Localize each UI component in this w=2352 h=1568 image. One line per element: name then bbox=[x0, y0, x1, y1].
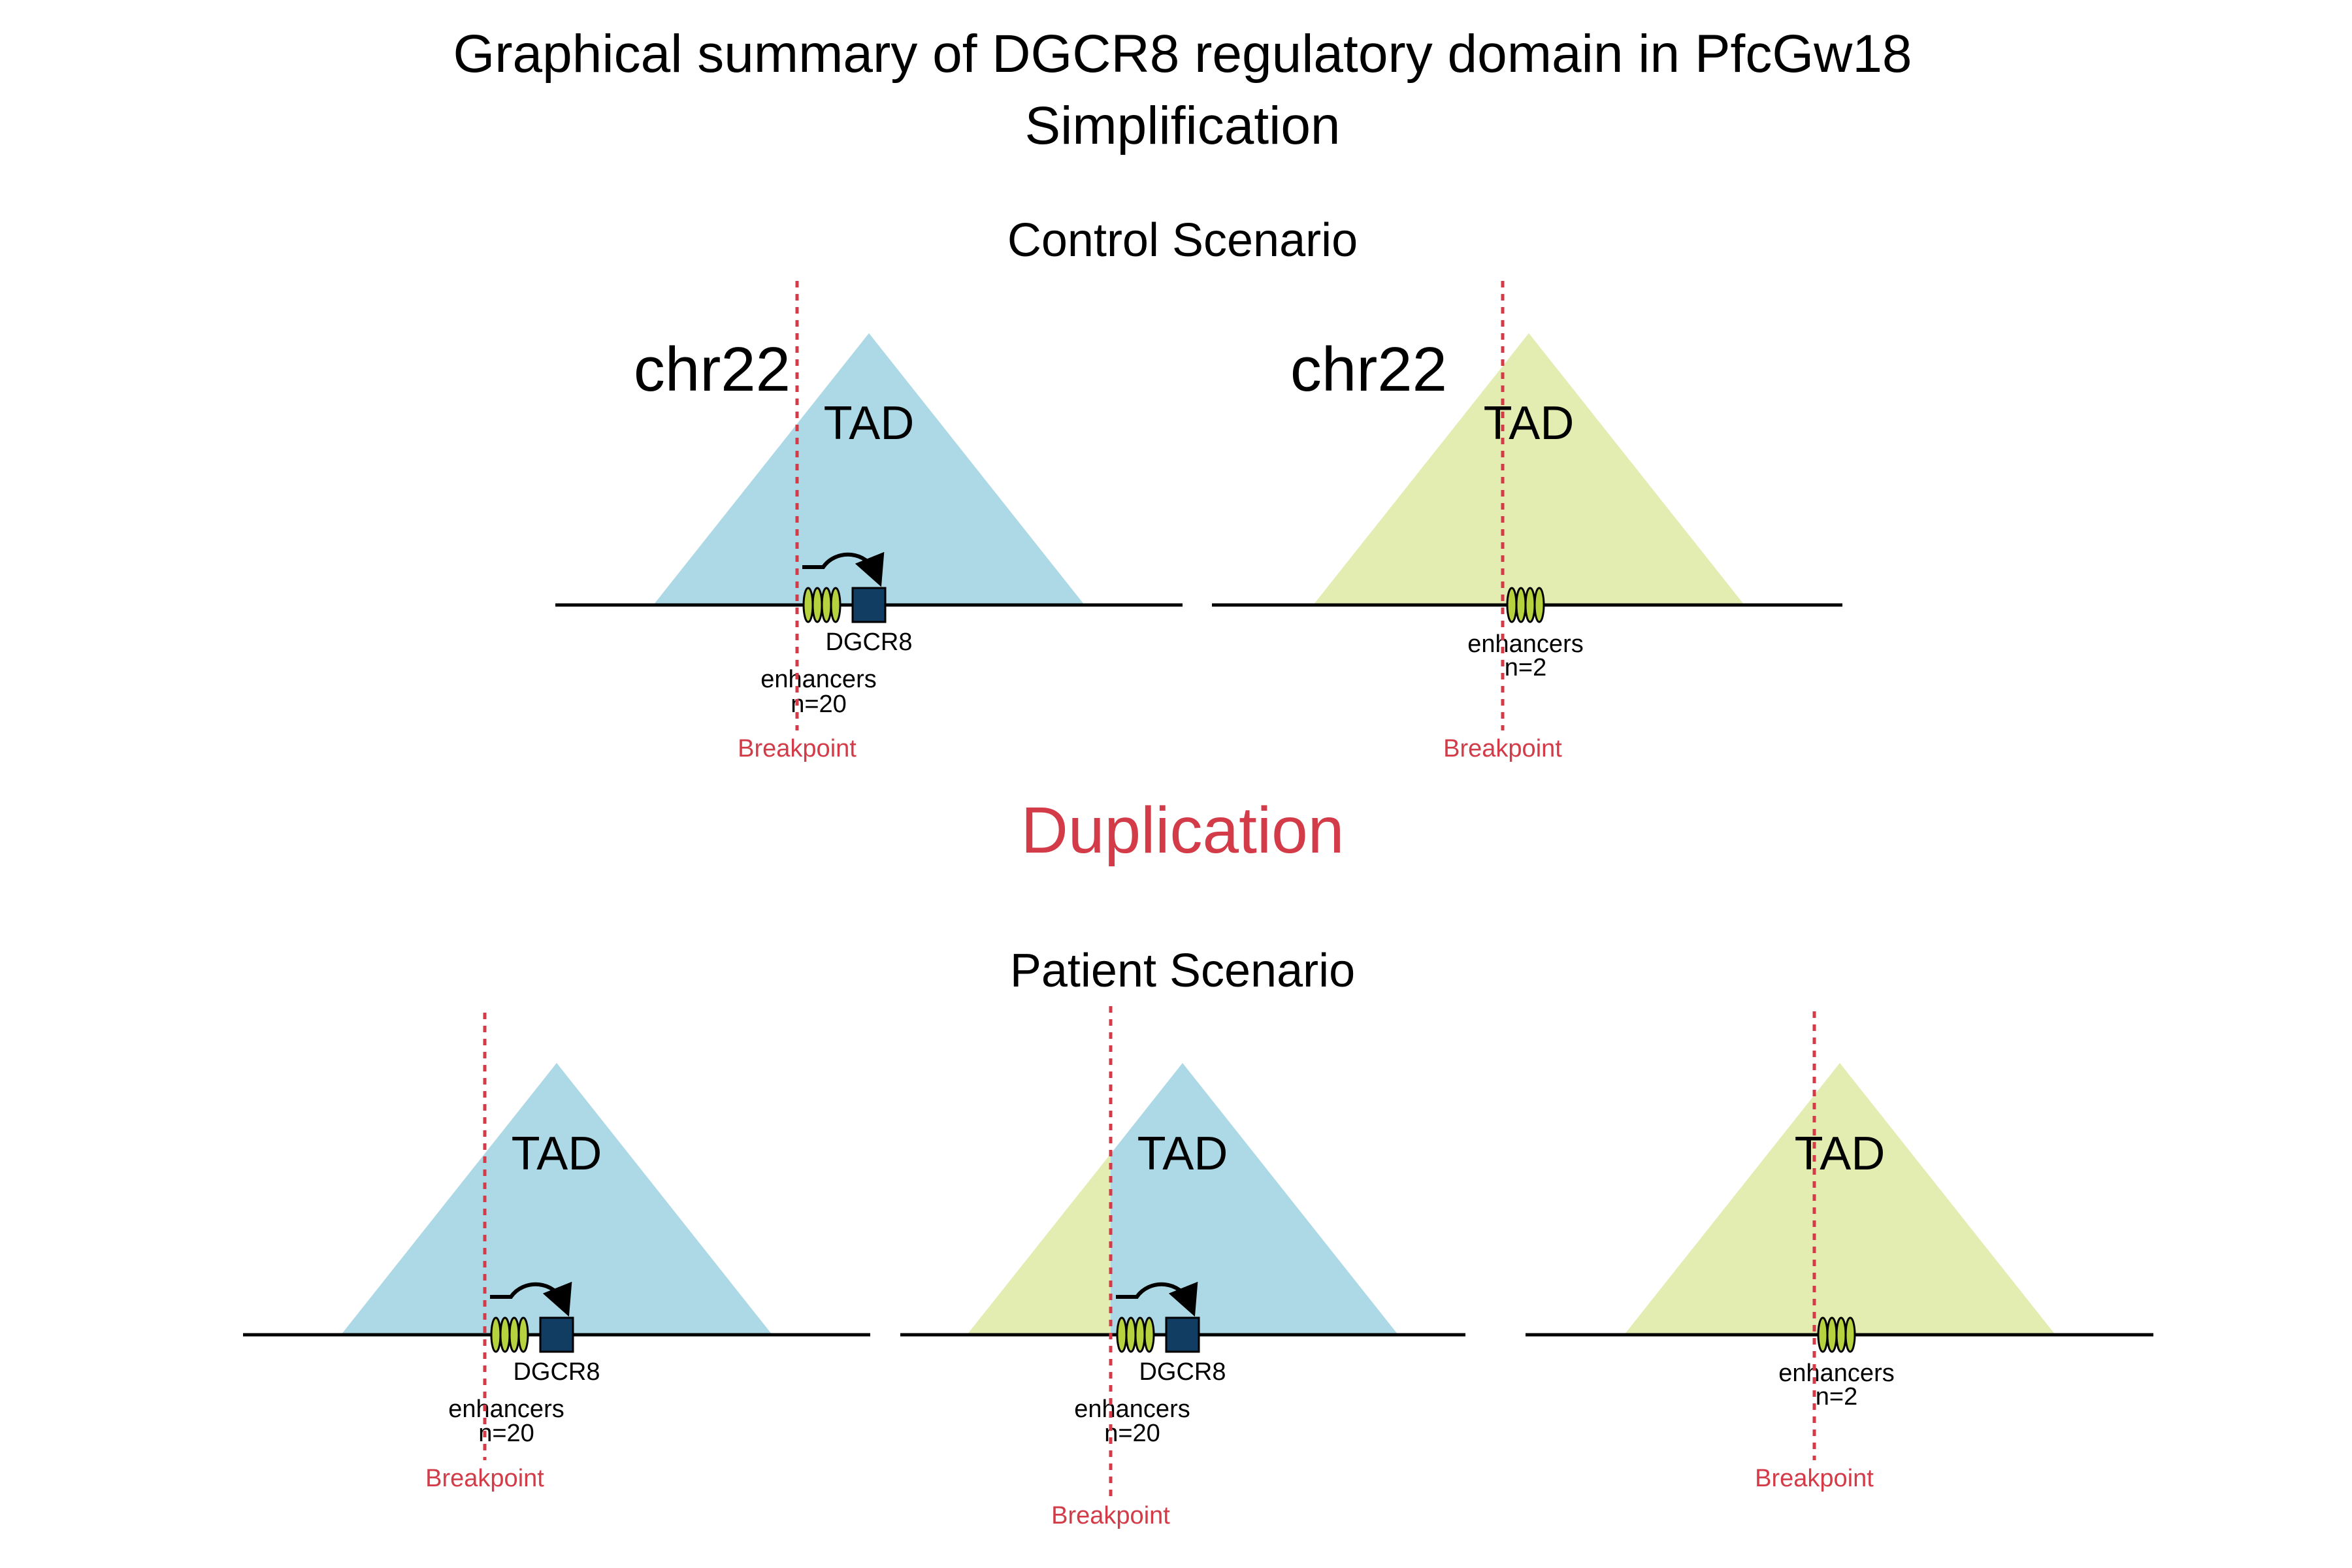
panel-control-green: chr22 TAD enhancers n=2 Breakpoint bbox=[1212, 281, 1842, 762]
chromosome-label: chr22 bbox=[1290, 335, 1447, 404]
enhancer-count: n=2 bbox=[1505, 654, 1546, 681]
enhancer-count: n=20 bbox=[1104, 1420, 1160, 1447]
tad-triangle bbox=[341, 1063, 772, 1335]
gene-label: DGCR8 bbox=[1139, 1358, 1226, 1386]
breakpoint-label: Breakpoint bbox=[425, 1465, 544, 1492]
breakpoint-label: Breakpoint bbox=[1051, 1502, 1170, 1529]
control-scenario-label: Control Scenario bbox=[1007, 214, 1358, 267]
title-line-1: Graphical summary of DGCR8 regulatory do… bbox=[453, 24, 1912, 84]
tad-label: TAD bbox=[1795, 1128, 1886, 1180]
patient-scenario-label: Patient Scenario bbox=[1010, 945, 1355, 997]
tad-triangle bbox=[1624, 1063, 2055, 1335]
tad-triangle bbox=[653, 333, 1085, 605]
enhancers-label: enhancers bbox=[1778, 1360, 1894, 1387]
gene-label: DGCR8 bbox=[513, 1358, 600, 1386]
enhancer-count: n=20 bbox=[478, 1420, 534, 1447]
panel-patient-hybrid: TAD DGCR8 enhancers n=20 Breakpoint bbox=[900, 1006, 1465, 1529]
duplication-label: Duplication bbox=[1021, 794, 1345, 867]
enhancer-cluster bbox=[1506, 587, 1545, 623]
panel-patient-blue: TAD DGCR8 enhancers n=20 Breakpoint bbox=[243, 1013, 870, 1492]
tad-triangle-green-part bbox=[967, 1154, 1111, 1335]
enhancers-label: enhancers bbox=[448, 1396, 564, 1423]
breakpoint-label: Breakpoint bbox=[1755, 1465, 1874, 1492]
enhancer-cluster bbox=[490, 1316, 529, 1353]
dgcr8-gene-box bbox=[539, 1316, 574, 1353]
transcription-arrow bbox=[1116, 1281, 1198, 1317]
tad-label: TAD bbox=[512, 1128, 602, 1180]
enhancers-label: enhancers bbox=[1074, 1396, 1190, 1423]
tad-triangle bbox=[1313, 333, 1744, 605]
enhancer-cluster bbox=[1116, 1316, 1155, 1353]
dgcr8-gene-box bbox=[1165, 1316, 1200, 1353]
enhancers-label: enhancers bbox=[1467, 630, 1583, 658]
panel-control-blue: chr22 TAD DGCR8 enhancers n=20 Breakpoin… bbox=[555, 281, 1183, 762]
chromosome-label: chr22 bbox=[634, 335, 791, 404]
panel-patient-green: TAD enhancers n=2 Breakpoint bbox=[1526, 1011, 2153, 1492]
enhancers-label: enhancers bbox=[760, 666, 876, 693]
breakpoint-label: Breakpoint bbox=[1443, 735, 1562, 762]
enhancer-count: n=20 bbox=[791, 691, 847, 718]
tad-label: TAD bbox=[824, 397, 915, 449]
enhancer-cluster bbox=[802, 587, 841, 623]
transcription-arrow bbox=[802, 551, 885, 587]
dgcr8-gene-box bbox=[851, 587, 887, 623]
tad-label: TAD bbox=[1137, 1128, 1228, 1180]
enhancer-count: n=2 bbox=[1816, 1383, 1857, 1411]
title-line-2: Simplification bbox=[1024, 96, 1340, 155]
gene-label: DGCR8 bbox=[825, 629, 912, 656]
breakpoint-label: Breakpoint bbox=[738, 735, 857, 762]
tad-triangle-blue-part bbox=[1111, 1063, 1398, 1335]
enhancer-cluster bbox=[1817, 1316, 1856, 1353]
transcription-arrow bbox=[490, 1281, 572, 1317]
tad-label: TAD bbox=[1484, 397, 1575, 449]
